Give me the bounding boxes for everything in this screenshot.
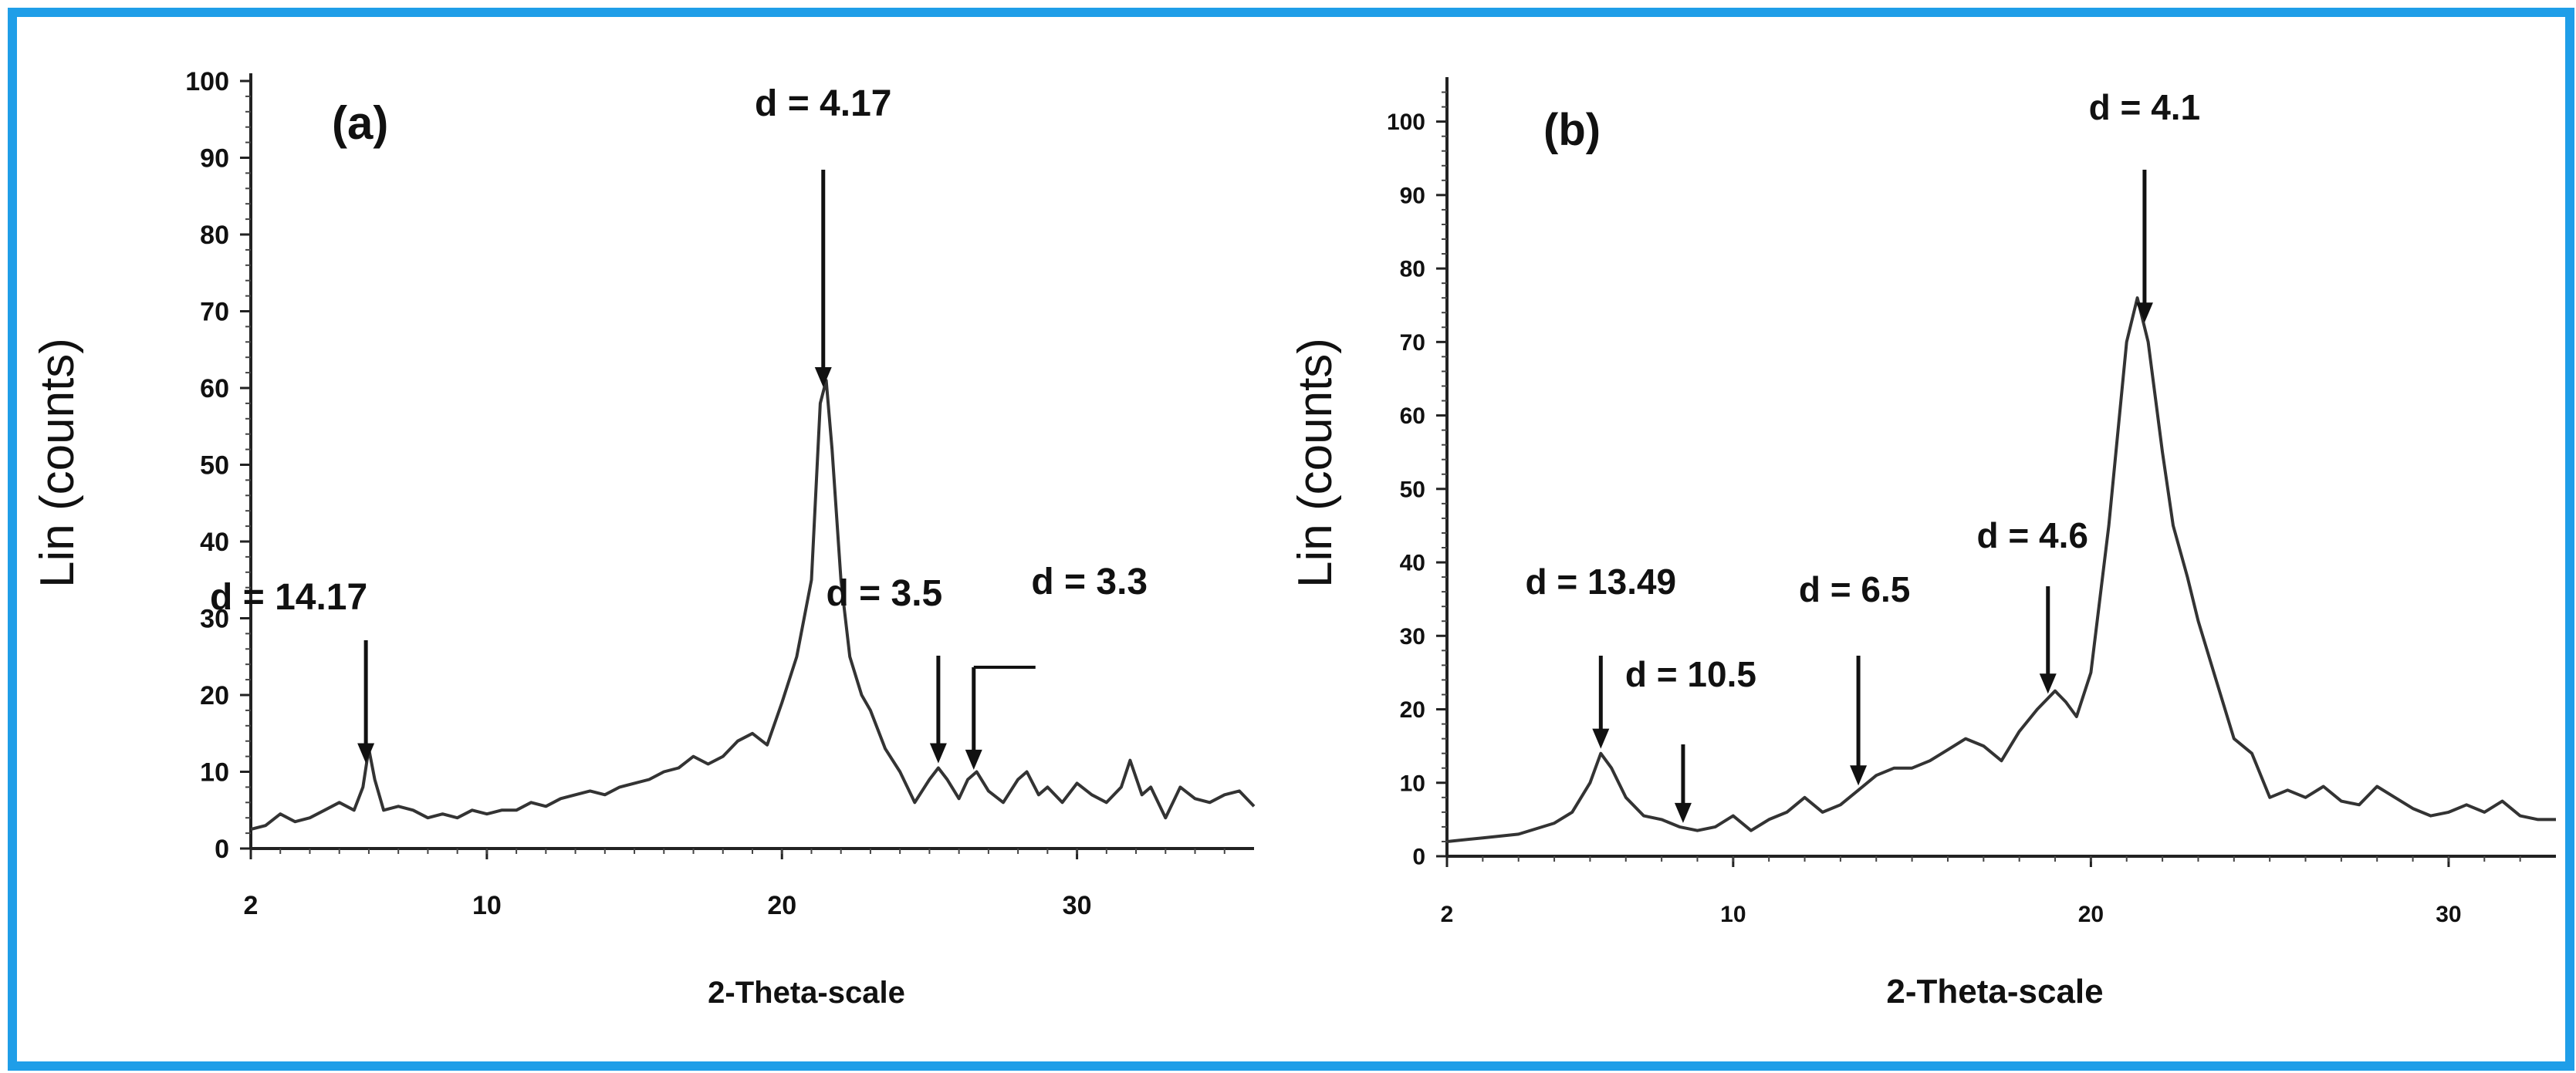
- peak-label: d = 10.5: [1625, 654, 1756, 694]
- y-tick-label: 90: [200, 143, 229, 173]
- x-tick-label: 2: [244, 891, 259, 920]
- peak-arrowhead: [965, 749, 982, 770]
- x-tick-label: 30: [2436, 902, 2461, 927]
- peak-arrowhead: [1674, 802, 1692, 823]
- x-tick-label: 20: [767, 891, 796, 920]
- y-tick-label: 0: [1412, 845, 1425, 870]
- peak-label: d = 6.5: [1799, 569, 1910, 609]
- y-tick-label: 50: [200, 450, 229, 480]
- y-tick-label: 10: [1400, 771, 1425, 796]
- xrd-pattern-line: [250, 379, 1256, 832]
- chart-panel-b: 0 10 20 30 40 50 60 70 80 90 100 2 10 20 30 2-Theta-sca…: [1289, 77, 2556, 1011]
- y-tick-label: 60: [1400, 403, 1425, 429]
- y-tick-label: 70: [200, 297, 229, 326]
- peak-arrowhead: [357, 743, 375, 764]
- y-tick-label: 30: [200, 604, 229, 633]
- y-tick-label: 40: [200, 528, 229, 557]
- peak-label: d = 13.49: [1526, 562, 1677, 602]
- peak-label: d = 3.5: [827, 573, 943, 614]
- peak-annotation: d = 10.5: [1625, 654, 1756, 823]
- peak-arrowhead: [1850, 765, 1868, 786]
- y-tick-label: 100: [1387, 110, 1425, 135]
- peak-arrowhead: [2135, 302, 2153, 323]
- peak-label: d = 4.1: [2089, 87, 2200, 127]
- x-axis-title: 2-Theta-scale: [1886, 973, 2103, 1011]
- panel-label: (a): [332, 97, 388, 149]
- y-tick-label: 80: [1400, 257, 1425, 282]
- y-tick-label: 0: [215, 835, 229, 864]
- peak-annotation: d = 13.49: [1526, 562, 1677, 749]
- figure-frame: [8, 8, 2574, 1071]
- x-tick-label: 10: [1720, 902, 1746, 927]
- x-tick-label: 20: [2078, 902, 2104, 927]
- peak-annotation: d = 4.1: [2089, 87, 2200, 323]
- chart-panel-a: 0 10 20 30 40 50 60 70 80 90 100 2 10 20 30 2-Theta-sca…: [31, 67, 1256, 1010]
- y-tick-label: 90: [1400, 183, 1425, 208]
- peak-label: d = 3.3: [1031, 562, 1148, 602]
- y-tick-label: 60: [200, 374, 229, 403]
- peak-arrowhead: [929, 743, 947, 764]
- x-tick-label: 2: [1441, 902, 1454, 927]
- peak-annotation: d = 14.17: [210, 577, 375, 764]
- x-axis-title: 2-Theta-scale: [708, 976, 905, 1010]
- y-tick-label: 80: [200, 221, 229, 250]
- peak-annotation: d = 3.5: [827, 573, 947, 764]
- xrd-pattern-line: [1446, 296, 2556, 843]
- y-tick-label: 20: [200, 681, 229, 710]
- peak-label: d = 14.17: [210, 577, 367, 618]
- x-tick-label: 10: [472, 891, 502, 920]
- x-tick-label: 30: [1063, 891, 1092, 920]
- y-tick-label: 30: [1400, 624, 1425, 650]
- y-tick-label: 70: [1400, 330, 1425, 356]
- y-tick-label: 40: [1400, 551, 1425, 576]
- peak-label: d = 4.6: [1977, 515, 2088, 555]
- peak-annotation: d = 6.5: [1799, 569, 1910, 786]
- y-axis-title: Lin (counts): [31, 338, 84, 588]
- y-tick-label: 10: [200, 758, 229, 787]
- y-tick-label: 100: [185, 67, 229, 96]
- peak-arrowhead: [814, 366, 832, 387]
- y-axis-title: Lin (counts): [1289, 338, 1342, 588]
- y-tick-label: 50: [1400, 477, 1425, 502]
- peak-annotation: d = 3.3: [965, 562, 1148, 770]
- peak-annotation: d = 4.17: [755, 83, 891, 387]
- y-tick-label: 20: [1400, 697, 1425, 723]
- peak-arrowhead: [1592, 728, 1610, 749]
- peak-arrowhead: [2039, 673, 2057, 694]
- panel-label: (b): [1543, 105, 1601, 155]
- peak-label: d = 4.17: [755, 83, 891, 124]
- peak-annotation: d = 4.6: [1977, 515, 2088, 694]
